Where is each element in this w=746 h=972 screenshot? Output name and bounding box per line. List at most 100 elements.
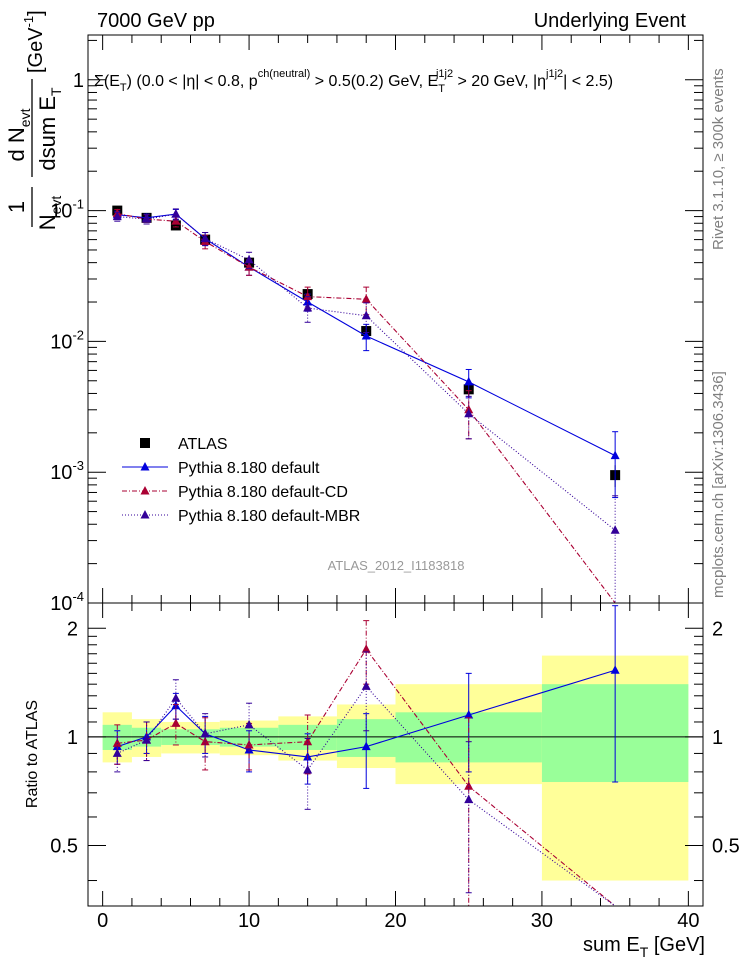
atlas-marker bbox=[170, 220, 181, 231]
mbr-marker bbox=[361, 681, 371, 690]
y-label-part: 1 bbox=[4, 201, 29, 213]
ratio-uncertainty-bands bbox=[88, 655, 703, 881]
y-label-superscript: -1 bbox=[21, 16, 36, 28]
main-series-layer bbox=[112, 205, 621, 604]
legend-default-marker bbox=[140, 462, 150, 471]
y-tick-base: 10 bbox=[50, 331, 72, 353]
y-label-part: dsum E bbox=[35, 96, 60, 171]
legend-label-default: Pythia 8.180 default bbox=[178, 460, 320, 477]
mbr-marker bbox=[142, 735, 152, 744]
cd-marker bbox=[171, 718, 181, 727]
y-tick-base: 1 bbox=[73, 70, 84, 92]
default-marker bbox=[610, 450, 620, 460]
ratio-axis-ticks: 0.5 0.51 12 20 10 20 30 40 bbox=[50, 603, 740, 932]
cd-marker bbox=[361, 294, 371, 303]
y-tick-label: 10-3 bbox=[50, 458, 84, 484]
default-marker bbox=[610, 665, 620, 674]
legend-mbr-marker bbox=[140, 510, 150, 519]
ratio-y-tick-label-right: 1 bbox=[712, 727, 723, 749]
legend-cd-marker bbox=[140, 486, 150, 495]
mbr-marker bbox=[244, 719, 254, 729]
y-tick-label: 10-1 bbox=[50, 197, 84, 223]
title-part: ) (0.0 < |η| < 0.8, p bbox=[127, 73, 258, 90]
title-subscript: T bbox=[438, 83, 445, 95]
mbr-line bbox=[117, 213, 616, 531]
mbr-marker bbox=[171, 209, 181, 218]
ratio-y-tick-label: 2 bbox=[67, 618, 78, 640]
y-label-numerator: d Nevt bbox=[4, 108, 33, 161]
y-tick-exponent: -2 bbox=[72, 327, 84, 342]
y-label-unit: [GeV-1] bbox=[21, 10, 47, 73]
ratio-y-tick-label-right: 2 bbox=[712, 618, 723, 640]
mbr-marker bbox=[200, 728, 210, 738]
mbr-marker bbox=[303, 303, 313, 312]
mbr-marker bbox=[464, 794, 474, 804]
x-label-part: sum E bbox=[583, 934, 640, 956]
default-marker bbox=[361, 741, 371, 751]
cd-marker bbox=[303, 736, 313, 746]
side-label-mcplots: mcplots.cern.ch [arXiv:1306.3436] bbox=[710, 371, 727, 598]
ratio-panel: 0.5 0.51 12 20 10 20 30 40 Ratio to ATLAS sum E… bbox=[24, 602, 740, 960]
mbr-marker bbox=[171, 693, 181, 702]
header-left: 7000 GeV pp bbox=[97, 10, 215, 32]
default-marker bbox=[361, 330, 371, 340]
cd-marker bbox=[361, 644, 371, 653]
cd-marker bbox=[171, 216, 181, 225]
legend-label-data: ATLAS bbox=[178, 436, 228, 453]
cd-line bbox=[117, 212, 616, 604]
y-label-subscript: evt bbox=[48, 196, 64, 215]
y-tick-label: 1 bbox=[73, 70, 84, 92]
cd-marker bbox=[112, 738, 122, 747]
y-tick-exponent: -3 bbox=[72, 458, 84, 473]
main-axis-ticks: 10-410-310-210-11 bbox=[50, 35, 703, 615]
ratio-series-layer bbox=[112, 605, 620, 907]
y-label-part: [GeV bbox=[25, 27, 47, 73]
y-label-part: ] bbox=[25, 10, 47, 16]
y-label-subscript: evt bbox=[17, 108, 33, 127]
main-panel: 10-410-310-210-11 ATLAS_2012_I1183818 Σ(… bbox=[4, 10, 704, 615]
default-marker bbox=[244, 744, 254, 754]
y-label-denominator: Nevt bbox=[35, 196, 64, 231]
y-label-part: d N bbox=[4, 127, 29, 161]
cd-marker bbox=[244, 739, 254, 749]
x-tick-label: 20 bbox=[384, 910, 406, 932]
x-tick-label: 10 bbox=[238, 910, 260, 932]
y-tick-label: 10-4 bbox=[50, 589, 84, 615]
ratio-y-tick-label-right: 0.5 bbox=[712, 836, 740, 858]
y-tick-base: 10 bbox=[50, 462, 72, 484]
y-label-part: N bbox=[35, 214, 60, 230]
cd-marker bbox=[303, 291, 313, 301]
y-tick-base: 10 bbox=[50, 593, 72, 615]
title-part: > 20 GeV, |η bbox=[453, 73, 546, 90]
legend-atlas-marker bbox=[140, 438, 150, 448]
header-right: Underlying Event bbox=[534, 10, 687, 32]
y-tick-exponent: -4 bbox=[72, 589, 84, 604]
default-marker bbox=[464, 710, 474, 719]
mbr-marker bbox=[361, 310, 371, 320]
x-axis-label: sum ET [GeV] bbox=[583, 934, 705, 960]
x-label-subscript: T bbox=[640, 944, 649, 960]
title-superscript: ch(neutral) bbox=[258, 68, 311, 80]
main-title: Σ(ET) (0.0 < |η| < 0.8, pch(neutral) > 0… bbox=[94, 68, 613, 95]
mbr-marker bbox=[464, 408, 474, 418]
y-tick-label: 10-2 bbox=[50, 327, 84, 353]
x-tick-label: 30 bbox=[531, 910, 553, 932]
title-subscript: T bbox=[120, 82, 127, 94]
ratio-y-tick-label: 0.5 bbox=[50, 836, 78, 858]
side-label-rivet: Rivet 3.1.10, ≥ 300k events bbox=[710, 68, 727, 250]
x-tick-label: 0 bbox=[97, 910, 108, 932]
title-superscript: j1j2 bbox=[545, 68, 563, 80]
legend-label-mbr: Pythia 8.180 default-MBR bbox=[178, 508, 360, 525]
title-part: | < 2.5) bbox=[563, 73, 613, 90]
y-label-subscript: T bbox=[48, 87, 64, 96]
ratio-y-tick-label: 1 bbox=[67, 727, 78, 749]
y-tick-base: 10 bbox=[50, 201, 72, 223]
mbr-marker bbox=[112, 748, 122, 757]
mbr-marker bbox=[112, 211, 122, 221]
mbr-marker bbox=[244, 254, 254, 264]
mbr-marker bbox=[200, 233, 210, 243]
legend-label-cd: Pythia 8.180 default-CD bbox=[178, 484, 348, 501]
ratio-frame bbox=[87, 602, 704, 907]
